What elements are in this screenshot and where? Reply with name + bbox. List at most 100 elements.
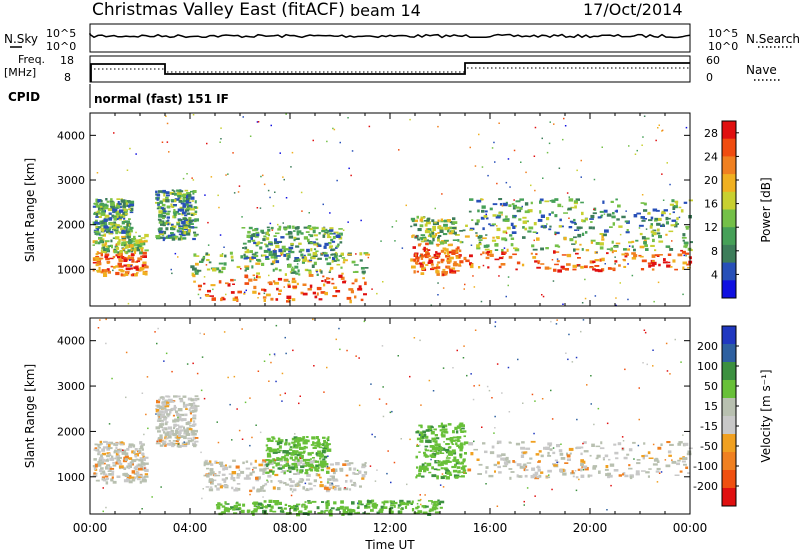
heatmap-cell — [448, 232, 453, 235]
heatmap-cell — [347, 253, 352, 256]
heatmap-cell — [316, 292, 319, 296]
heatmap-cell — [420, 503, 422, 506]
heatmap-cell — [185, 232, 191, 236]
heatmap-cell — [642, 136, 644, 138]
heatmap-cell — [354, 270, 359, 273]
heatmap-cell — [252, 274, 255, 277]
heatmap-cell — [95, 479, 98, 482]
heatmap-cell — [261, 504, 264, 508]
heatmap-cell — [435, 251, 438, 254]
heatmap-cell — [111, 472, 115, 476]
heatmap-cell — [460, 424, 465, 428]
heatmap-cell — [185, 421, 190, 426]
heatmap-cell — [495, 243, 499, 247]
heatmap-cell — [533, 155, 536, 157]
heatmap-cell — [480, 253, 483, 256]
heatmap-cell — [606, 422, 609, 425]
heatmap-cell — [100, 202, 105, 206]
heatmap-cell — [252, 470, 255, 474]
heatmap-cell — [589, 260, 595, 264]
heatmap-cell — [534, 471, 539, 475]
heatmap-cell — [254, 234, 259, 238]
heatmap-cell — [335, 257, 339, 261]
heatmap-cell — [449, 221, 453, 224]
freq-panel-frame — [89, 55, 691, 83]
colorbar-tick-label: 12 — [704, 221, 718, 234]
heatmap-cell — [94, 221, 98, 224]
heatmap-cell — [251, 253, 257, 256]
heatmap-cell — [365, 253, 370, 256]
heatmap-cell — [183, 226, 189, 229]
heatmap-cell — [126, 232, 131, 236]
heatmap-cell — [621, 253, 626, 256]
heatmap-cell — [456, 475, 459, 479]
heatmap-cell — [263, 299, 266, 302]
heatmap-cell — [342, 261, 346, 264]
heatmap-cell — [397, 507, 400, 509]
heatmap-cell — [481, 209, 485, 213]
heatmap-cell — [121, 214, 126, 218]
heatmap-cell — [113, 209, 116, 212]
heatmap-cell — [409, 375, 411, 378]
heatmap-cell — [445, 443, 450, 446]
heatmap-cell — [178, 219, 183, 222]
heatmap-cell — [95, 256, 100, 258]
heatmap-cell — [192, 114, 195, 116]
heatmap-cell — [362, 277, 365, 280]
heatmap-cell — [640, 268, 645, 271]
heatmap-cell — [283, 227, 288, 230]
heatmap-cell — [268, 253, 273, 257]
heatmap-cell — [476, 244, 480, 248]
heatmap-cell — [113, 215, 117, 218]
heatmap-cell — [679, 457, 683, 460]
heatmap-cell — [530, 201, 533, 205]
heatmap-cell — [140, 461, 144, 463]
heatmap-cell — [545, 446, 550, 450]
heatmap-cell — [121, 236, 127, 240]
heatmap-cell — [111, 229, 116, 231]
heatmap-cell — [544, 266, 550, 270]
heatmap-cell — [323, 486, 329, 490]
heatmap-cell — [681, 460, 686, 463]
heatmap-cell — [605, 465, 609, 469]
heatmap-cell — [109, 223, 114, 226]
heatmap-cell — [189, 201, 192, 204]
heatmap-cell — [163, 193, 166, 197]
heatmap-cell — [625, 210, 627, 212]
heatmap-cell — [230, 278, 234, 282]
heatmap-cell — [674, 268, 678, 271]
heatmap-cell — [419, 224, 424, 228]
heatmap-cell — [551, 199, 556, 203]
heatmap-cell — [595, 242, 600, 245]
heatmap-cell — [272, 260, 276, 264]
heatmap-cell — [485, 470, 488, 474]
heatmap-cell — [501, 237, 507, 241]
heatmap-cell — [459, 230, 464, 232]
heatmap-cell — [218, 471, 221, 474]
heatmap-cell — [94, 443, 98, 446]
heatmap-cell — [521, 451, 525, 454]
heatmap-cell — [128, 208, 131, 211]
heatmap-cell — [207, 289, 211, 293]
heatmap-cell — [197, 293, 200, 296]
heatmap-cell — [113, 221, 117, 224]
heatmap-cell — [101, 448, 106, 452]
heatmap-cell — [356, 507, 360, 509]
heatmap-cell — [612, 212, 615, 215]
heatmap-cell — [108, 441, 114, 445]
heatmap-cell — [575, 476, 579, 479]
heatmap-cell — [445, 476, 450, 480]
heatmap-cell — [267, 189, 270, 192]
heatmap-cell — [654, 254, 660, 257]
heatmap-cell — [438, 447, 444, 451]
heatmap-cell — [296, 437, 302, 441]
heatmap-cell — [356, 469, 359, 472]
heatmap-cell — [444, 450, 447, 452]
heatmap-cell — [92, 474, 98, 477]
heatmap-cell — [643, 209, 648, 212]
heatmap-cell — [169, 236, 173, 239]
heatmap-cell — [224, 507, 229, 510]
heatmap-cell — [640, 216, 645, 219]
heatmap-cell — [521, 263, 525, 267]
colorbar-step — [722, 174, 736, 193]
